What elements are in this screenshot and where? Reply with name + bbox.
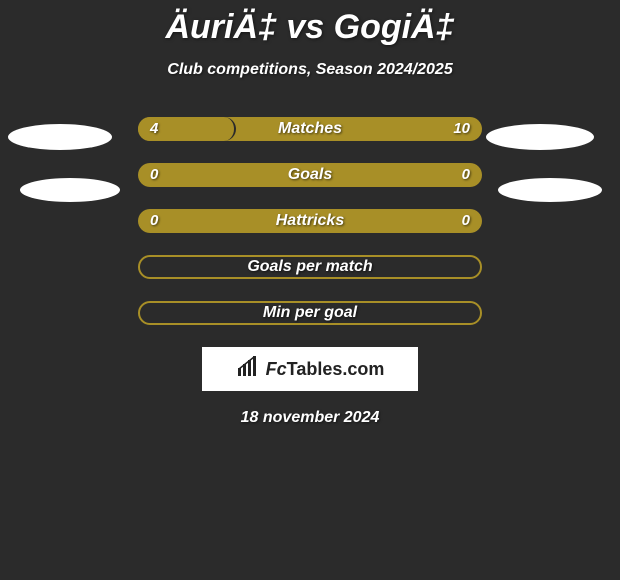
bar-label: Matches <box>138 117 482 141</box>
bar-value-right: 0 <box>462 163 470 187</box>
stat-row: Goals per match <box>138 255 482 279</box>
stat-row: Matches4 10 <box>138 117 482 141</box>
bar-label: Goals <box>138 163 482 187</box>
footer-date: 18 november 2024 <box>0 409 620 427</box>
logo-text-a: Fc <box>266 359 287 379</box>
logo-text-b: Tables.com <box>287 359 385 379</box>
bar-label: Min per goal <box>138 301 482 325</box>
page-title: ÄuriÄ‡ vs GogiÄ‡ <box>0 0 620 47</box>
stat-row: Hattricks0 0 <box>138 209 482 233</box>
stat-row: Min per goal <box>138 301 482 325</box>
logo-text: FcTables.com <box>266 359 385 380</box>
bar-value-left: 0 <box>150 163 158 187</box>
logo-box: FcTables.com <box>202 347 418 391</box>
chart-icon <box>236 356 262 383</box>
bar-label: Hattricks <box>138 209 482 233</box>
side-ellipse <box>8 124 112 150</box>
page-subtitle: Club competitions, Season 2024/2025 <box>0 61 620 79</box>
bar-value-left: 4 <box>150 117 158 141</box>
bar-value-right: 10 <box>453 117 470 141</box>
side-ellipse <box>498 178 602 202</box>
logo: FcTables.com <box>236 356 385 383</box>
side-ellipse <box>20 178 120 202</box>
bar-value-left: 0 <box>150 209 158 233</box>
stat-row: Goals0 0 <box>138 163 482 187</box>
side-ellipse <box>486 124 594 150</box>
bar-value-right: 0 <box>462 209 470 233</box>
bar-label: Goals per match <box>138 255 482 279</box>
